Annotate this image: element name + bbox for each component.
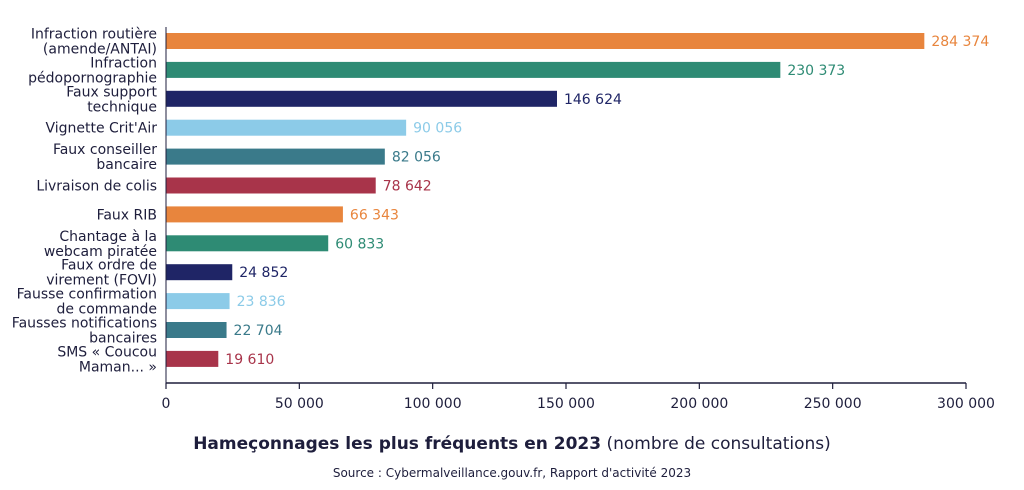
bar [166, 119, 407, 136]
bar [166, 148, 385, 165]
category-label: SMS « Coucou Maman... » [57, 344, 157, 375]
value-label: 19 610 [225, 352, 274, 368]
bar [166, 33, 925, 49]
x-tick-label: 0 [162, 396, 171, 412]
bar [166, 90, 557, 107]
value-label: 146 624 [564, 92, 622, 108]
category-label: Infraction routière (amende/ANTAI) [31, 27, 157, 58]
category-label: Faux ordre de virement (FOVI) [46, 258, 157, 289]
chart-title-subtitle: (nombre de consultations) [601, 434, 831, 454]
value-label: 78 642 [383, 179, 432, 195]
category-label: Faux RIB [97, 207, 157, 223]
category-label: Infraction pédopornographie [28, 55, 157, 86]
chart-title-main: Hameçonnages les plus fréquents en 2023 [193, 434, 602, 454]
bar [166, 177, 376, 194]
value-label: 24 852 [239, 265, 288, 281]
x-tick-label: 250 000 [804, 396, 862, 412]
x-tick-label: 150 000 [537, 396, 595, 412]
chart-title: Hameçonnages les plus fréquents en 2023 … [0, 434, 1024, 454]
x-tick-label: 100 000 [404, 396, 462, 412]
bar [166, 264, 233, 281]
value-label: 230 373 [787, 63, 845, 79]
bar [166, 350, 219, 367]
category-label: Faux support technique [66, 84, 157, 115]
bar [166, 322, 227, 338]
x-tick-label: 200 000 [670, 396, 728, 412]
category-label: Fausses notifications bancaires [12, 316, 157, 347]
bar [166, 235, 329, 252]
category-label: Livraison de colis [36, 179, 157, 195]
bar [166, 61, 781, 78]
bar [166, 206, 343, 223]
category-label: Faux conseiller bancaire [53, 142, 157, 173]
category-label: Vignette Crit'Air [45, 121, 157, 137]
value-label: 66 343 [350, 207, 399, 223]
category-label: Fausse confirmation de commande [17, 287, 157, 318]
value-label: 60 833 [335, 236, 384, 252]
bar [166, 293, 230, 310]
x-tick-label: 300 000 [937, 396, 995, 412]
value-label: 90 056 [413, 121, 462, 137]
value-label: 22 704 [234, 323, 283, 339]
value-label: 82 056 [392, 150, 441, 166]
value-label: 284 374 [931, 34, 989, 50]
category-label: Chantage à la webcam piratée [44, 229, 157, 260]
bar-chart: 284 374 Infraction routière (amende/ANTAI)… [12, 27, 995, 413]
bars-layer: 284 374 Infraction routière (amende/ANTAI)… [12, 27, 990, 376]
x-axis: 0 50 000 100 000 150 000 200 000 250 000 300 0… [162, 27, 995, 412]
chart-source: Source : Cybermalveillance.gouv.fr, Rapp… [332, 466, 692, 480]
x-tick-label: 50 000 [275, 396, 324, 412]
value-label: 23 836 [237, 294, 286, 310]
